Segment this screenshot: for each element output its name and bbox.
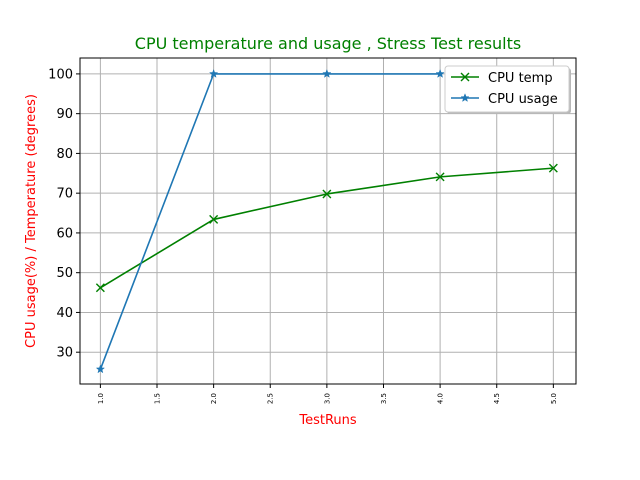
y-tick-label: 70	[56, 187, 73, 202]
data-point-cpu-temp	[435, 172, 445, 182]
legend-label: CPU temp	[488, 71, 553, 86]
data-point-cpu-usage	[322, 68, 332, 78]
legend: CPU temp CPU usage	[444, 65, 571, 114]
axis-ticks: 1.0 1.5 2.0 2.5 3.0 3.5 4.0 4.5 5.0 30 40 50 60 70 80 9…	[48, 67, 558, 404]
x-axis-label: TestRuns	[298, 413, 357, 428]
legend-item-cpu-usage: CPU usage	[451, 92, 558, 107]
series-cpu-usage	[95, 68, 445, 374]
x-tick-label: 4.0	[437, 393, 445, 404]
x-tick-label: 2.5	[267, 393, 275, 404]
marker-stroke	[435, 172, 445, 182]
marker-stroke	[322, 189, 332, 199]
data-point-cpu-temp	[95, 283, 105, 293]
marker-stroke	[209, 214, 219, 224]
x-tick-label: 3.5	[380, 393, 388, 404]
y-tick-label: 100	[48, 67, 73, 82]
data-point-cpu-usage	[435, 68, 445, 78]
chart-title: CPU temperature and usage , Stress Test …	[135, 34, 521, 53]
x-tick-label: 3.0	[323, 393, 331, 404]
legend-marker	[460, 93, 470, 102]
legend-marker	[460, 72, 470, 82]
x-tick-label: 4.5	[493, 393, 501, 404]
y-tick-label: 40	[56, 306, 73, 321]
marker-stroke	[548, 163, 558, 173]
y-tick-label: 30	[56, 346, 73, 361]
series-cpu-temp	[95, 163, 558, 293]
series-layer	[95, 68, 558, 374]
series-line-cpu-usage	[99, 73, 441, 370]
y-tick-label: 60	[56, 226, 73, 241]
legend-item-cpu-temp: CPU temp	[451, 71, 553, 86]
data-point-cpu-temp	[209, 214, 219, 224]
data-point-cpu-temp	[548, 163, 558, 173]
y-tick-label: 80	[56, 147, 73, 162]
plot-area	[79, 57, 577, 385]
y-tick-label: 50	[56, 266, 73, 281]
x-tick-label: 5.0	[550, 393, 558, 404]
data-point-cpu-usage	[208, 68, 219, 78]
x-tick-label: 2.0	[210, 393, 218, 404]
x-tick-label: 1.5	[154, 393, 162, 404]
marker-stroke	[95, 283, 105, 293]
data-point-cpu-usage	[95, 364, 106, 374]
marker-stroke	[460, 72, 470, 82]
y-tick-label: 90	[56, 107, 73, 122]
data-point-cpu-temp	[322, 189, 332, 199]
x-tick-label: 1.0	[97, 393, 105, 404]
y-axis-label: CPU usage(%) / Temperature (degrees)	[24, 94, 39, 348]
legend-label: CPU usage	[488, 92, 558, 107]
